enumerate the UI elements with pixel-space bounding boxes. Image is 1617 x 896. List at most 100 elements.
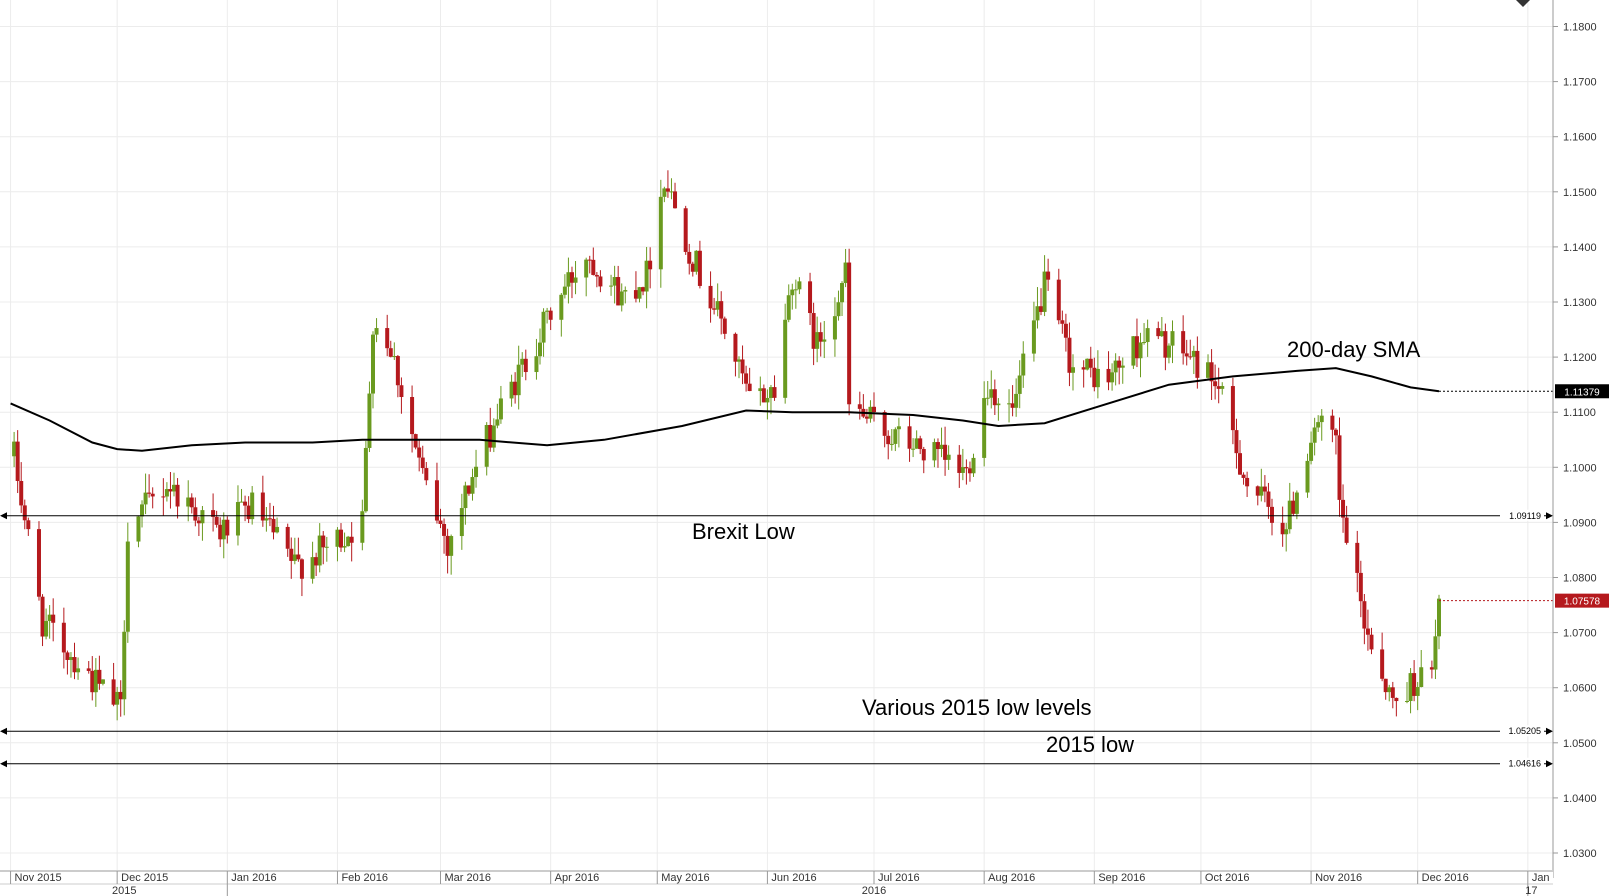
candle-body-down [36,529,41,597]
candle-body-up [250,492,255,520]
candle-body-down [733,333,738,362]
candle-body-up [1206,362,1211,378]
y-tick-label: 1.1200 [1563,352,1597,364]
candle-body-down [1106,368,1111,383]
candle-body-down [1330,415,1335,430]
candle-body-up [125,541,130,632]
candle-body-up [694,250,699,272]
level-label-background [1500,725,1544,737]
level-left-arrow-icon [0,760,7,768]
candle-body-down [907,426,912,449]
candle-body-up [1085,358,1090,370]
sma-annotation: 200-day SMA [1287,337,1421,362]
candle-body-up [946,454,951,460]
candle-body-down [1341,499,1346,518]
candle-body-up [122,631,127,700]
candle-body-up [292,554,297,561]
candle-body-up [1017,375,1022,394]
candle-body-down [1184,353,1189,357]
candle-body-up [509,381,514,399]
candle-body-up [1042,271,1047,312]
candle-body-down [1039,306,1044,312]
candle-body-down [395,356,400,386]
candle-body-up [1405,700,1410,702]
candle-body-down [847,262,852,405]
candle-body-down [260,492,265,521]
candle-body-down [1365,628,1370,635]
candle-body-down [442,523,447,536]
candle-body-up [960,467,965,473]
candle-body-down [690,263,695,272]
month-label: Dec 2016 [1422,872,1469,884]
candle-body-up [1287,500,1292,530]
candle-body-up [793,289,798,291]
candle-body-up [310,557,315,579]
candle-body-down [587,259,592,261]
candle-body-down [569,272,574,283]
candle-body-up [1294,492,1299,514]
candle-body-up [1319,415,1324,423]
candlesticks [12,170,1441,721]
candle-body-up [1387,687,1392,693]
candle-body-down [1266,491,1271,507]
candle-body-down [1280,522,1285,535]
candle-body-up [164,489,169,497]
candle-body-down [1394,697,1399,702]
candle-body-down [193,507,198,521]
candle-body-down [992,389,997,406]
candle-body-up [1071,367,1075,373]
candle-body-down [683,208,688,252]
candle-body-up [985,397,990,399]
last-price-tag [1555,593,1609,608]
y-tick-label: 1.0700 [1563,628,1597,640]
candle-body-up [822,339,827,342]
candle-body-down [882,412,887,436]
candle-body-down [687,251,692,264]
price-tag-label: 1.07578 [1564,597,1601,608]
candle-body-up [1113,360,1118,373]
candle-body-down [1230,386,1235,431]
candle-body-up [797,281,802,290]
y-tick-label: 1.1300 [1563,297,1597,309]
candle-body-up [498,398,503,420]
month-label: Oct 2016 [1205,872,1250,884]
candle-body-down [438,520,443,524]
price-axis: 1.0300 1.0400 1.0500 1.0600 1.0700 1.0800 1.09… [1552,0,1617,896]
scroll-arrow-icon[interactable] [1516,0,1530,7]
candle-body-up [609,285,614,287]
candle-body-down [712,308,717,310]
candle-body-down [722,318,727,334]
month-label: Jan [1532,872,1550,884]
candle-body-down [513,381,518,396]
y-tick-label: 1.0600 [1563,683,1597,695]
month-label: Sep 2016 [1098,872,1145,884]
candle-body-down [147,492,152,494]
candle-body-down [1383,678,1388,693]
candle-body-up [566,272,571,287]
candle-body-up [516,364,521,396]
candle-body-up [790,289,795,296]
various-2015-lows-annotation: Various 2015 low levels [862,695,1092,720]
y-tick-label: 1.0900 [1563,517,1597,529]
y-tick-label: 1.1600 [1563,132,1597,144]
candle-body-down [886,435,891,445]
month-label: Mar 2016 [445,872,491,884]
candle-body-up [889,443,894,445]
candle-body-down [1163,331,1168,358]
y-tick-label: 1.0800 [1563,573,1597,585]
price-axis-background [1553,0,1617,896]
candle-body-down [271,518,276,533]
candle-body-up [1436,598,1441,637]
candle-body-down [1067,337,1072,373]
candle-body-down [225,519,230,536]
candle-body-up [562,286,567,295]
month-label: Nov 2016 [1315,872,1362,884]
candle-body-up [658,196,663,270]
candle-body-down [598,276,603,287]
candle-body-up [1419,667,1424,687]
candle-body-up [896,426,901,430]
candle-body-up [235,502,240,536]
level-label-background [1500,509,1544,521]
2015-low-annotation: 2015 low [1046,732,1134,757]
